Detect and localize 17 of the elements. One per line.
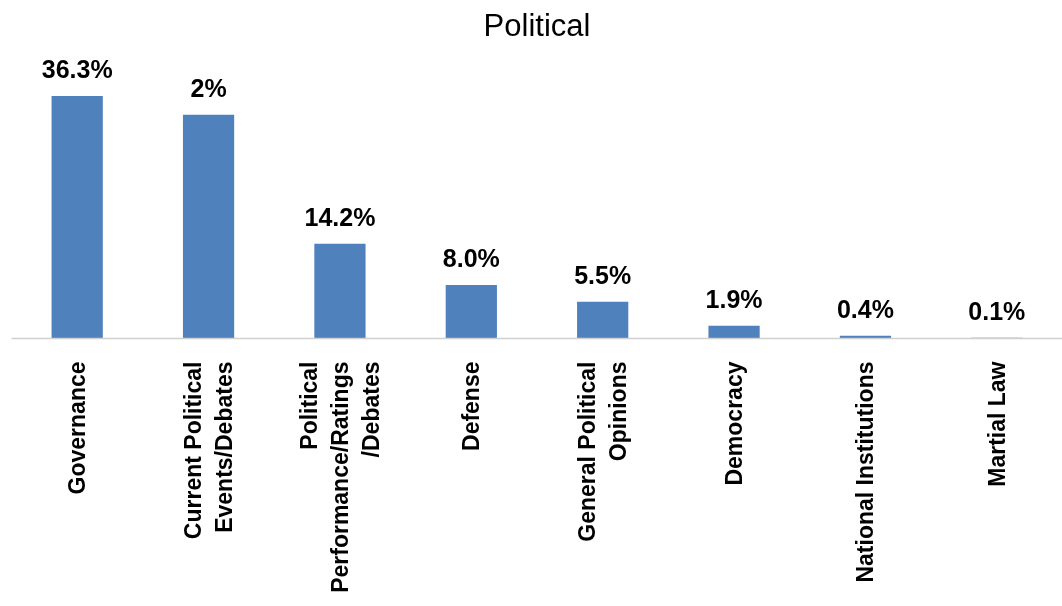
x-tick-label: Governance bbox=[64, 361, 91, 495]
data-label: 5.5% bbox=[574, 260, 632, 289]
data-label: 1.9% bbox=[705, 284, 763, 313]
x-tick-label: Current Political Events/Debates bbox=[179, 361, 238, 540]
annotation: 2% bbox=[190, 73, 227, 102]
x-tick-label: Democracy bbox=[721, 361, 748, 486]
data-label: 0.4% bbox=[836, 294, 894, 323]
x-tick-label: General Political Opinions bbox=[574, 361, 632, 542]
data-label: 14.2% bbox=[304, 202, 376, 231]
data-label: 0.1% bbox=[968, 296, 1026, 325]
data-label: 36.3% bbox=[41, 55, 113, 83]
x-tick-label: Defense bbox=[458, 361, 485, 451]
data-label: 8.0% bbox=[442, 244, 500, 273]
x-tick-label: National Institutions bbox=[852, 361, 879, 583]
x-tick-label: Martial Law bbox=[983, 361, 1010, 487]
chart-title: Political bbox=[483, 7, 591, 43]
x-tick-label: Political Performance/Ratings /Debates bbox=[295, 361, 385, 593]
